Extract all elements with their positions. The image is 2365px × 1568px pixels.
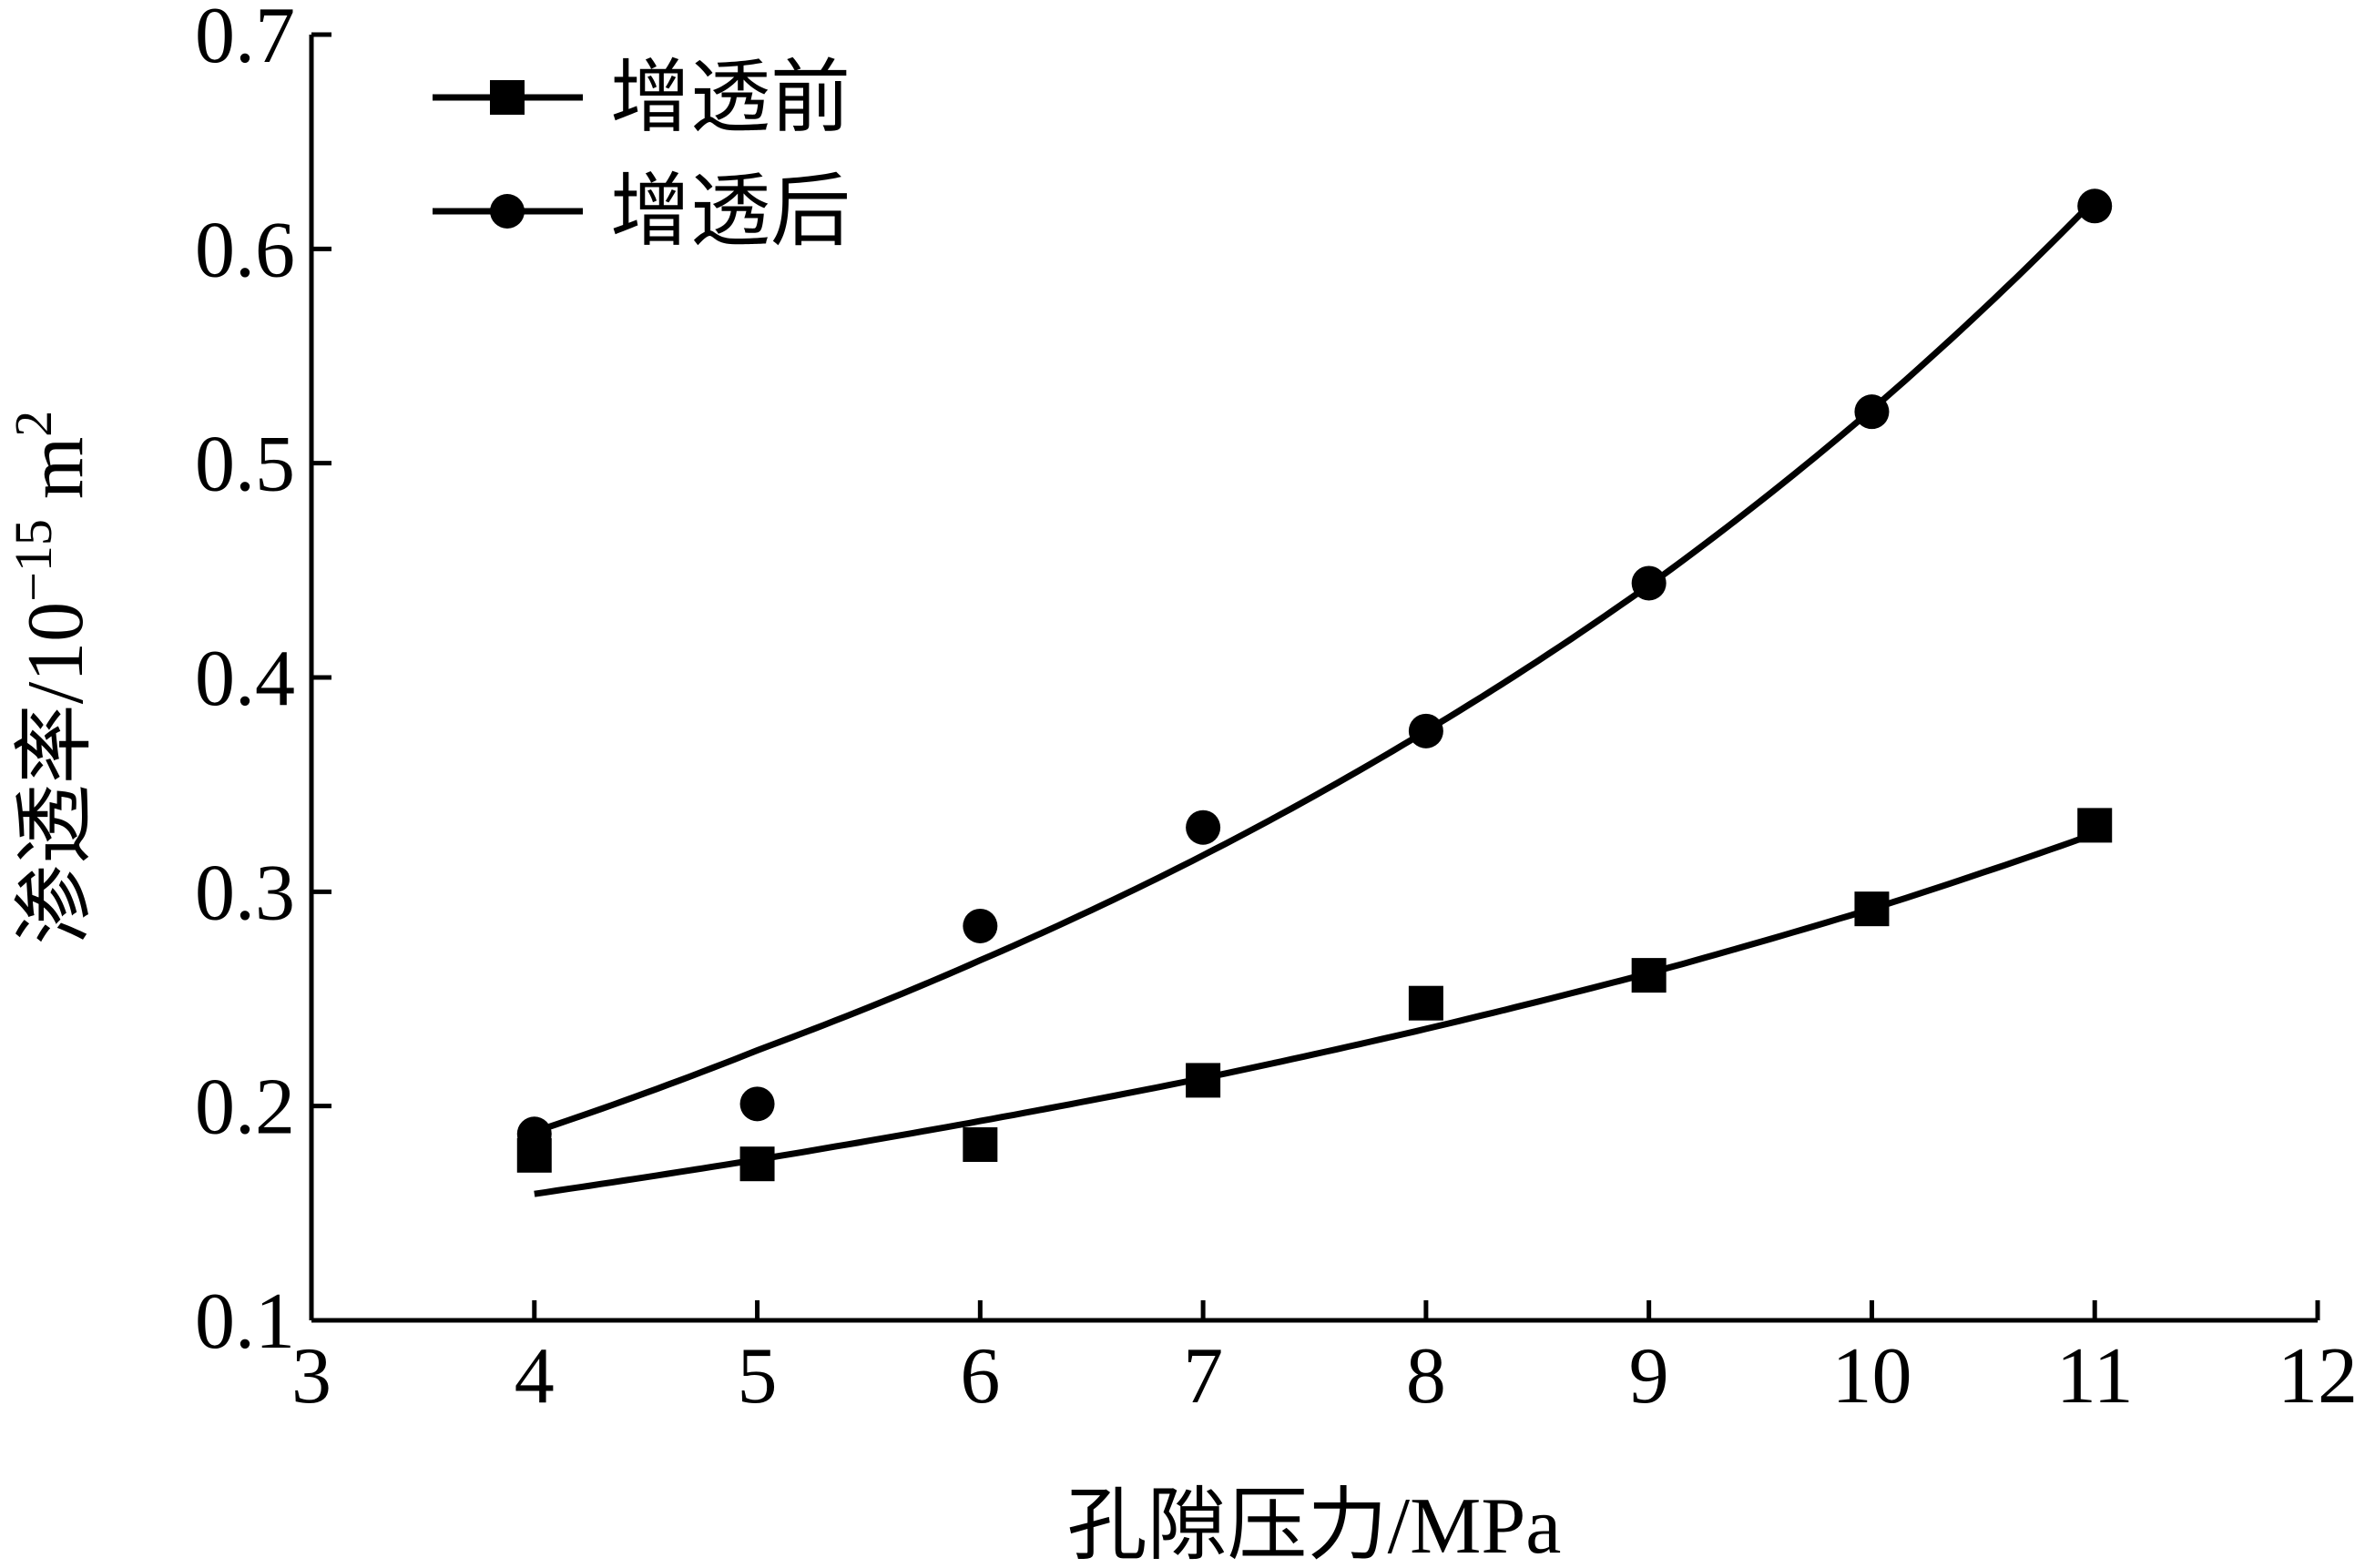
x-tick-label: 9 (1629, 1332, 1669, 1420)
data-point-circle (739, 1086, 775, 1122)
fit-curve-circle (533, 197, 2097, 1135)
data-point-square (1854, 891, 1890, 927)
data-point-square (1631, 958, 1667, 993)
y-axis-title-unit-exponent: 2 (4, 411, 63, 437)
data-point-circle (516, 1116, 552, 1152)
x-tick-label: 11 (2056, 1332, 2134, 1420)
x-tick-label: 8 (1406, 1332, 1446, 1420)
x-tick-label: 4 (515, 1332, 555, 1420)
y-axis-title-prefix: 渗透率/10 (12, 602, 100, 944)
y-tick-label: 0.2 (195, 1064, 295, 1152)
y-axis-title-exponent: −15 (4, 519, 63, 602)
tick-labels: 3 4 5 6 7 8 9 10 11 12 0.1 0.2 0.3 0.4 0.5 0.6 0.7 (195, 0, 2358, 1420)
x-tick-label: 6 (960, 1332, 1000, 1420)
legend-marker-circle (490, 194, 525, 229)
fit-lines (533, 197, 2097, 1197)
x-tick-label: 3 (291, 1332, 331, 1420)
data-point-circle (2077, 188, 2113, 224)
legend-marker-square (490, 80, 525, 115)
y-tick-label: 0.1 (195, 1278, 295, 1366)
data-point-square (2077, 808, 2113, 843)
y-tick-label: 0.5 (195, 421, 295, 509)
data-point-circle (1186, 809, 1221, 845)
data-points (516, 188, 2113, 1182)
data-point-circle (963, 908, 998, 943)
data-point-square (1408, 985, 1443, 1021)
legend-label: 增透后 (610, 168, 851, 257)
x-axis-title: 孔隙压力/MPa (1067, 1482, 1562, 1568)
data-point-circle (1408, 713, 1443, 748)
y-tick-label: 0.7 (195, 0, 295, 80)
y-tick-label: 0.3 (195, 849, 295, 937)
y-tick-label: 0.6 (195, 206, 295, 294)
data-point-square (739, 1146, 775, 1182)
y-tick-label: 0.4 (195, 635, 295, 723)
x-tick-label: 7 (1183, 1332, 1223, 1420)
data-point-circle (1854, 394, 1890, 430)
y-axis-title: 渗透率/10−15 m2 (4, 411, 100, 945)
data-point-square (1186, 1063, 1221, 1098)
x-tick-label: 5 (738, 1332, 778, 1420)
legend-label: 增透前 (610, 55, 851, 143)
x-tick-label: 12 (2278, 1332, 2358, 1420)
ticks (309, 32, 2320, 1323)
y-axis-title-unit: m (12, 437, 100, 519)
fit-curve-square (534, 830, 2096, 1197)
x-tick-label: 10 (1831, 1332, 1911, 1420)
data-point-circle (1631, 565, 1667, 601)
data-point-square (963, 1127, 998, 1163)
